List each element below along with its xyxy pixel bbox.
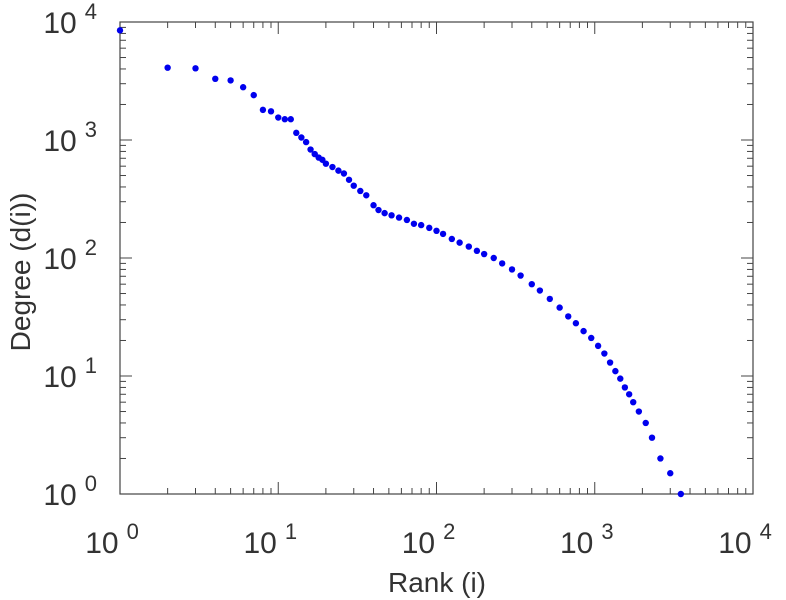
data-point [473, 247, 481, 255]
data-point [403, 216, 411, 224]
data-point [302, 138, 310, 146]
data-point [642, 419, 649, 427]
data-point [528, 280, 535, 288]
data-point [410, 220, 418, 227]
x-tick-label: 10 4 [718, 519, 772, 560]
data-point [667, 470, 674, 477]
data-point [465, 243, 473, 250]
data-point [335, 167, 342, 174]
data-point [625, 391, 633, 398]
data-point [536, 287, 544, 294]
data-point [340, 170, 348, 177]
y-tick-label: 10 3 [43, 117, 97, 158]
data-point [508, 266, 516, 273]
data-point [370, 202, 377, 209]
data-point [433, 227, 440, 235]
data-point [480, 250, 488, 258]
y-axis-title: Degree (d(i)) [5, 193, 36, 352]
data-point [517, 272, 524, 279]
data-point [448, 235, 456, 243]
data-point [617, 375, 624, 382]
data-point [565, 313, 572, 320]
y-tick-label: 10 2 [43, 235, 97, 276]
x-axis-title: Rank (i) [388, 567, 486, 598]
data-point [601, 350, 608, 357]
data-point [456, 239, 463, 246]
data-point [212, 75, 219, 83]
tick-labels: 10 0 10 1 10 2 10 3 10 4 10 0 10 1 10 2 10 3 10 4 [43, 0, 771, 560]
data-point [612, 367, 619, 375]
data-point [572, 320, 580, 327]
data-point [363, 192, 370, 199]
data-point [281, 116, 289, 123]
data-point [192, 65, 199, 72]
data-point [350, 182, 357, 189]
data-point [116, 27, 124, 34]
data-point [594, 342, 602, 350]
data-points [116, 27, 685, 498]
data-point [227, 77, 234, 84]
plot-frame [119, 21, 754, 495]
data-point [239, 84, 247, 91]
plot-area [119, 21, 754, 495]
data-point [322, 160, 330, 167]
data-point [275, 114, 282, 121]
x-tick-label: 10 0 [85, 519, 139, 560]
data-point [388, 212, 395, 219]
data-point [648, 434, 656, 441]
data-point [498, 260, 506, 267]
x-tick-label: 10 3 [560, 519, 614, 560]
data-point [293, 129, 300, 137]
y-tick-label: 10 1 [43, 353, 97, 394]
data-point [657, 455, 664, 462]
data-point [426, 224, 433, 232]
data-point [395, 214, 403, 221]
x-tick-label: 10 1 [243, 519, 297, 560]
y-tick-label: 10 0 [43, 471, 97, 512]
data-point [439, 230, 447, 238]
data-point [298, 134, 305, 141]
data-point [588, 334, 595, 342]
data-point [606, 359, 614, 366]
data-point [307, 146, 314, 153]
data-point [546, 295, 554, 303]
data-point [580, 327, 587, 335]
data-point [267, 108, 275, 115]
data-point [677, 490, 685, 498]
data-point [635, 408, 643, 415]
data-point [345, 176, 353, 183]
data-point [287, 116, 294, 123]
data-point [375, 206, 382, 214]
y-tick-label: 10 4 [43, 0, 97, 40]
data-point [357, 187, 364, 195]
data-point [556, 304, 563, 311]
data-point [490, 254, 497, 262]
data-point [630, 398, 637, 406]
data-point [164, 64, 171, 71]
data-point [329, 163, 336, 171]
data-point [381, 209, 388, 217]
data-point [250, 91, 257, 99]
data-point [621, 384, 629, 391]
tick-marks [119, 21, 754, 495]
data-point [259, 106, 267, 114]
data-point [417, 221, 425, 229]
x-tick-label: 10 2 [402, 519, 456, 560]
